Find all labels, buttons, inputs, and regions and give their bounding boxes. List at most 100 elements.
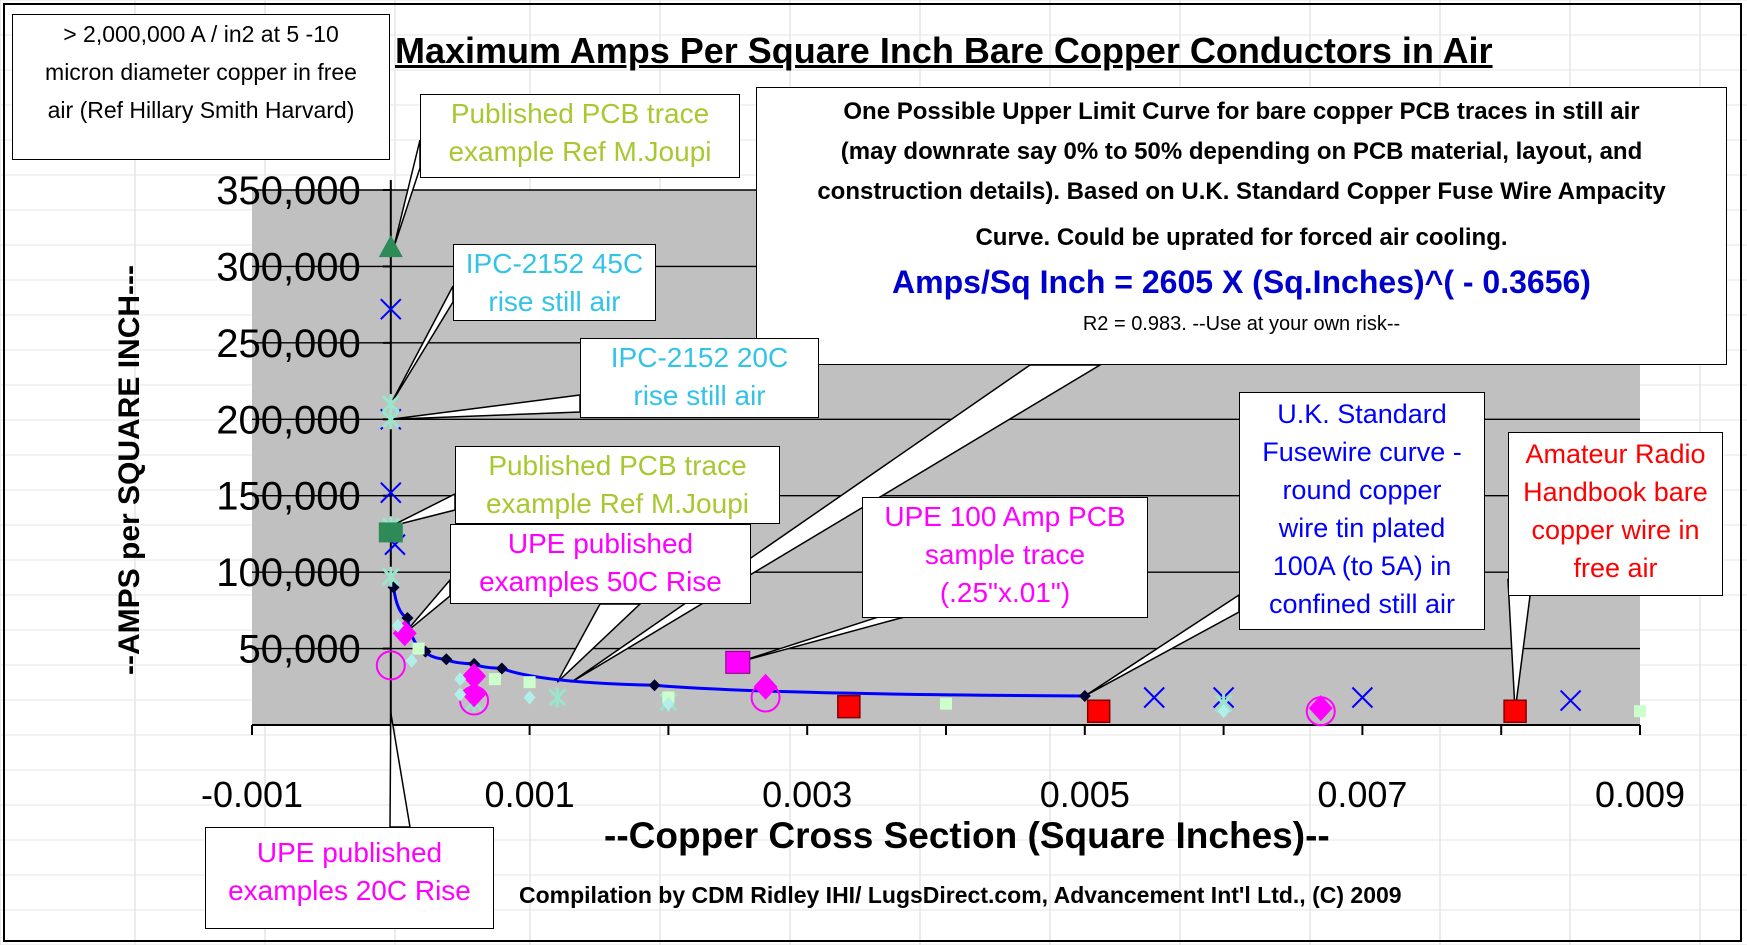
callout-ipc-20c: IPC-2152 20C rise still air	[580, 338, 819, 418]
callout-upe-100amp: UPE 100 Amp PCB sample trace (.25"x.01")	[862, 497, 1148, 618]
callout-line: examples 50C Rise	[479, 566, 722, 597]
callout-line: UPE 100 Amp PCB	[884, 501, 1126, 532]
square-point	[725, 650, 751, 674]
curve-point	[1078, 689, 1091, 702]
chart-title: Maximum Amps Per Square Inch Bare Copper…	[395, 30, 1493, 71]
x-tick-label: -0.001	[201, 774, 303, 815]
diamond-point	[454, 687, 467, 702]
callout-line: sample trace	[924, 539, 1086, 570]
callout-ipc-45c: IPC-2152 45C rise still air	[453, 244, 656, 321]
diamond-point	[753, 673, 778, 700]
callout-line: UPE published	[256, 837, 443, 868]
curve-point	[495, 662, 508, 675]
x-point	[1559, 689, 1582, 712]
callout-line: rise still air	[488, 286, 621, 317]
diamond-point	[523, 690, 536, 705]
y-tick-label: 200,000	[216, 398, 361, 442]
callout-line: example Ref M.Joupi	[485, 488, 749, 519]
y-axis-label: --AMPS per SQUARE INCH---	[113, 265, 146, 675]
callout-line: Handbook bare	[1523, 477, 1708, 507]
callout-leaders	[389, 139, 1531, 828]
equation-box: One Possible Upper Limit Curve for bare …	[756, 87, 1727, 365]
equation-note-line: Curve. Could be uprated for forced air c…	[975, 224, 1508, 251]
tick-labels: 50,000 100,000 150,000 200,000 250,000 300,00…	[201, 169, 1685, 815]
x-axis-label: --Copper Cross Section (Square Inches)--	[604, 815, 1330, 856]
callout-line: confined still air	[1268, 589, 1456, 619]
callout-amateur-radio: Amateur Radio Handbook bare copper wire …	[1508, 432, 1723, 596]
circle-point	[375, 650, 406, 681]
triangle-point	[378, 235, 403, 258]
callout-line: rise still air	[633, 380, 766, 411]
square-point	[488, 673, 501, 686]
x-tick-label: 0.009	[1595, 774, 1685, 815]
diamond-point	[1308, 695, 1333, 722]
callout-line: Published PCB trace	[450, 98, 710, 129]
callout-line: (.25"x.01")	[939, 577, 1071, 608]
y-tick-label: 150,000	[216, 475, 361, 519]
callout-upe-50c: UPE published examples 50C Rise	[450, 524, 751, 604]
square-point	[1503, 699, 1527, 723]
x-point	[1351, 686, 1374, 709]
diamond-point	[462, 663, 487, 690]
callout-pcb-trace-mid: Published PCB trace example Ref M.Joupi	[455, 446, 780, 524]
diamond-point	[662, 696, 675, 711]
callout-upe-20c: UPE published examples 20C Rise	[205, 827, 494, 929]
asterisk-point	[381, 566, 400, 587]
callout-line: round copper	[1282, 475, 1442, 505]
x-point	[380, 481, 402, 504]
square-point	[1634, 705, 1646, 718]
diamond-point	[454, 672, 467, 687]
note-line: air (Ref Hillary Smith Harvard)	[47, 97, 355, 123]
callout-line: wire tin plated	[1278, 513, 1446, 543]
equation-note-line: One Possible Upper Limit Curve for bare …	[843, 98, 1640, 125]
callout-line: copper wire in	[1531, 515, 1700, 545]
y-tick-label: 350,000	[216, 169, 361, 213]
square-point	[378, 522, 403, 543]
square-point	[940, 697, 952, 710]
x-tick-label: 0.003	[762, 774, 852, 815]
circle-point	[1305, 696, 1336, 727]
callout-pcb-trace-top: Published PCB trace example Ref M.Joupi	[420, 94, 740, 178]
diamond-point	[391, 618, 404, 633]
diamond-point	[405, 653, 418, 668]
equation-note-line: construction details). Based on U.K. Sta…	[817, 178, 1666, 205]
y-tick-label: 250,000	[216, 322, 361, 366]
asterisk-point	[548, 687, 567, 708]
x-point	[1143, 686, 1165, 709]
callout-line: Amateur Radio	[1525, 439, 1706, 469]
equation-note-line: (may downrate say 0% to 50% depending on…	[840, 138, 1643, 165]
callout-line: free air	[1573, 553, 1658, 583]
square-point	[1086, 699, 1111, 723]
x-tick-label: 0.001	[485, 774, 575, 815]
y-tick-label: 50,000	[238, 628, 360, 672]
callout-line: 100A (to 5A) in	[1272, 551, 1452, 581]
callout-line: IPC-2152 45C	[465, 248, 644, 279]
circle-point	[750, 682, 781, 713]
y-tick-label: 300,000	[216, 245, 361, 289]
callout-pointer	[556, 603, 642, 683]
x-point	[380, 298, 402, 320]
square-point	[837, 694, 861, 719]
diamond-point	[1217, 704, 1230, 719]
callout-line: example Ref M.Joupi	[448, 136, 712, 167]
credit-line: Compilation by CDM Ridley IHI/ LugsDirec…	[519, 882, 1402, 908]
square-point	[412, 642, 425, 655]
note-line: > 2,000,000 A / in2 at 5 -10	[63, 21, 339, 47]
equation-formula: Amps/Sq Inch = 2605 X (Sq.Inches)^( - 0.…	[892, 264, 1591, 300]
note-box: > 2,000,000 A / in2 at 5 -10 micron diam…	[12, 14, 390, 160]
axes	[251, 180, 1641, 735]
callout-pointer	[570, 364, 1103, 683]
callout-line: IPC-2152 20C	[610, 342, 789, 373]
y-tick-label: 100,000	[216, 551, 361, 595]
callout-line: U.K. Standard	[1277, 399, 1447, 429]
callout-line: Published PCB trace	[488, 450, 747, 481]
callout-line: Fusewire curve -	[1262, 437, 1462, 467]
curve-point	[648, 679, 661, 692]
x-tick-label: 0.007	[1317, 774, 1407, 815]
curve-point	[440, 653, 453, 666]
equation-r2: R2 = 0.983. --Use at your own risk--	[1082, 313, 1401, 335]
callout-line: examples 20C Rise	[228, 875, 471, 906]
square-point	[523, 676, 536, 689]
asterisk-point	[381, 409, 400, 430]
data-marks	[375, 235, 1646, 727]
